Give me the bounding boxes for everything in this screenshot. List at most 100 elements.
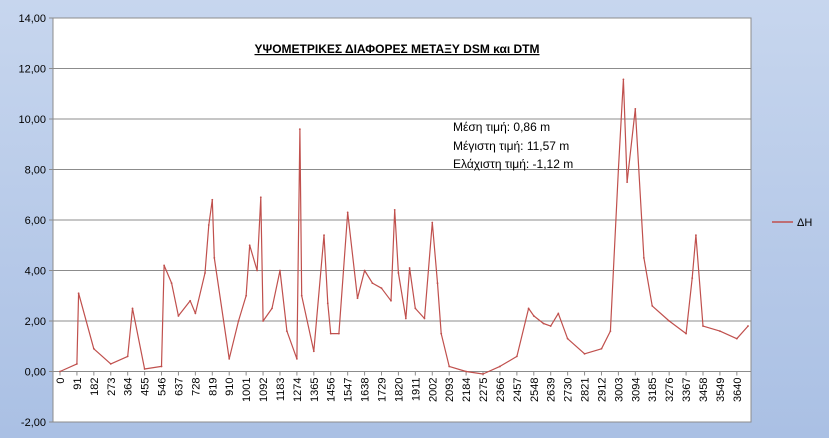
x-tick-label: 2548	[529, 378, 541, 402]
data-point	[651, 304, 654, 307]
x-tick-label: 364	[123, 378, 135, 396]
data-point	[298, 128, 301, 131]
data-point	[431, 221, 434, 224]
data-point	[436, 282, 439, 285]
x-tick-label: 1274	[292, 378, 304, 402]
data-point	[143, 368, 146, 370]
data-point	[414, 307, 417, 310]
y-tick-label: 14,00	[18, 13, 46, 25]
data-point	[685, 332, 687, 335]
data-point	[262, 320, 264, 322]
x-tick-label: 1911	[410, 378, 422, 402]
data-point	[423, 317, 426, 320]
x-tick-label: 3276	[664, 378, 676, 402]
mean-annotation: Μέση τιμή: 0,86 m	[453, 120, 550, 134]
x-tick-label: 2184	[461, 378, 473, 402]
x-tick-label: 910	[224, 378, 236, 396]
y-tick-label: 8,00	[25, 165, 46, 177]
y-tick-label: 0,00	[25, 367, 46, 379]
x-tick-label: 2639	[546, 378, 558, 402]
data-point	[189, 299, 192, 302]
x-tick-label: 2366	[495, 378, 507, 402]
data-point	[271, 307, 273, 310]
data-point	[448, 365, 451, 368]
x-tick-label: 637	[173, 378, 185, 396]
x-tick-label: 3367	[681, 378, 693, 402]
data-point	[393, 209, 396, 211]
data-point	[207, 224, 210, 226]
data-point	[465, 370, 468, 373]
data-point	[59, 370, 61, 373]
data-point	[626, 181, 629, 184]
x-tick-label: 1365	[309, 378, 321, 402]
data-point	[329, 332, 332, 335]
data-point	[702, 325, 704, 327]
data-point	[77, 292, 80, 295]
x-tick-label: 1547	[343, 378, 355, 402]
data-point	[300, 294, 303, 297]
x-tick-label: 728	[190, 378, 202, 396]
data-point	[177, 315, 180, 317]
data-point	[499, 365, 501, 368]
data-point	[92, 347, 95, 350]
x-tick-label: 3003	[613, 378, 625, 402]
y-tick-label: 6,00	[25, 215, 46, 227]
data-point	[622, 78, 625, 81]
x-tick-label: 3458	[698, 378, 710, 402]
data-point	[390, 299, 392, 302]
data-point	[532, 315, 535, 317]
x-tick-label: 455	[140, 378, 152, 396]
x-tick-label: 1820	[393, 378, 405, 402]
chart-title: ΥΨΟΜΕΤΡΙΚΕΣ ΔΙΑΦΟΡΕΣ ΜΕΤΑΞΥ DSM και DTM	[255, 42, 540, 56]
data-point	[549, 325, 552, 327]
data-point	[295, 357, 298, 360]
data-point	[617, 168, 620, 171]
data-point	[527, 307, 530, 310]
data-point	[542, 322, 545, 325]
data-point	[126, 355, 129, 358]
data-point	[600, 347, 603, 350]
data-point	[695, 234, 697, 237]
y-tick-label: 10,00	[18, 114, 46, 126]
data-point	[668, 320, 671, 322]
x-tick-label: 3640	[732, 378, 744, 402]
data-point	[338, 332, 340, 335]
data-point	[279, 269, 281, 272]
x-tick-label: 1456	[326, 378, 338, 402]
x-tick-label: 2912	[596, 378, 608, 402]
data-point	[326, 302, 329, 305]
x-tick-label: 2275	[478, 378, 490, 402]
legend: ΔΗ	[772, 217, 812, 229]
x-tick-label: 182	[89, 378, 101, 396]
y-tick-label: -2,00	[21, 417, 46, 429]
data-point	[259, 196, 262, 199]
x-axis: 0 91 182 273 364 455 546 637 728 819 910 1001 1092 11…	[53, 371, 751, 402]
data-point	[204, 272, 206, 274]
data-point	[397, 272, 400, 274]
data-point	[363, 269, 366, 272]
data-point	[691, 277, 694, 279]
y-tick-label: 12,00	[18, 64, 46, 76]
data-point	[76, 363, 78, 365]
x-tick-label: 3185	[647, 378, 659, 402]
data-point	[583, 352, 586, 355]
data-point	[408, 267, 411, 269]
x-tick-label: 819	[207, 378, 219, 396]
y-tick-label: 4,00	[25, 266, 46, 278]
data-point	[515, 355, 518, 358]
data-point	[735, 337, 738, 340]
data-point	[346, 211, 349, 214]
data-point	[609, 330, 612, 332]
data-point	[312, 350, 315, 353]
y-tick-label: 2,00	[25, 316, 46, 328]
data-point	[747, 325, 749, 327]
data-point	[371, 282, 374, 285]
data-point	[440, 332, 443, 335]
x-tick-label: 1092	[258, 378, 270, 402]
data-point	[237, 320, 240, 322]
data-point	[356, 297, 359, 300]
y-axis: -2,00 0,00 2,00 4,00 6,00 8,00 10,00 12,00 14,00	[18, 13, 53, 429]
data-point	[170, 282, 173, 285]
x-tick-label: 2002	[427, 378, 439, 402]
